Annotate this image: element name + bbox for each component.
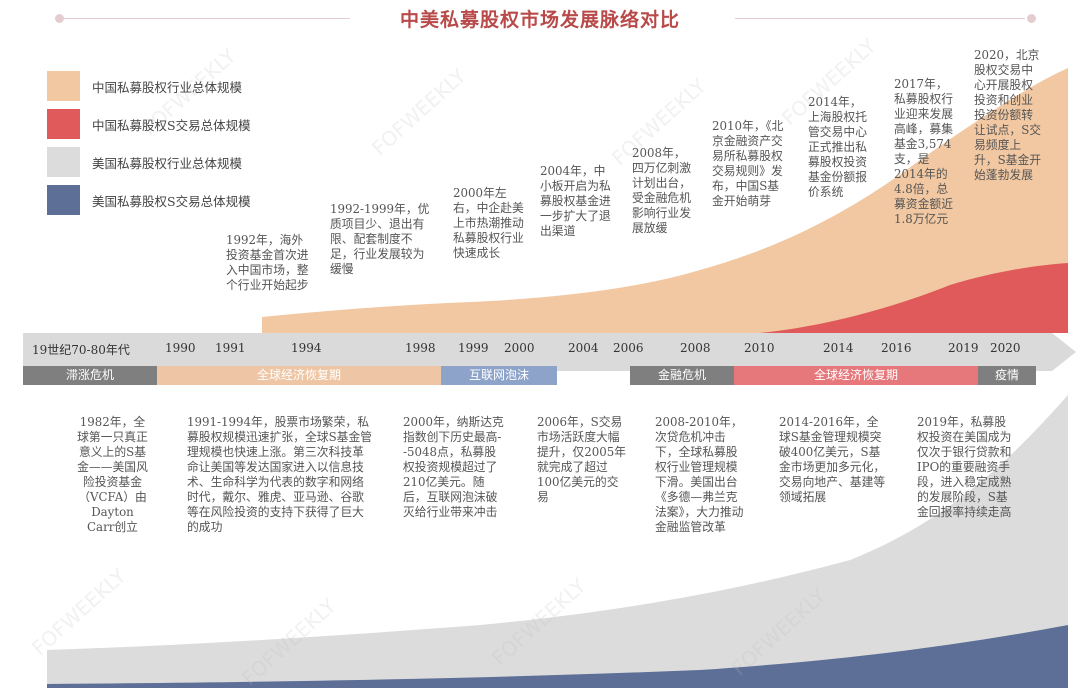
timeline-label: 19世纪70-80年代: [32, 343, 130, 357]
timeline-band: [23, 333, 1076, 371]
phase-pandemic: 疫情: [978, 366, 1036, 385]
legend-label-us-total: 美国私募股权行业总体规模: [92, 156, 243, 171]
timeline-label: 1998: [405, 341, 436, 355]
title-dot-right: [1027, 14, 1036, 23]
china-note-2008: 2008年，四万亿刺激计划出台，受金融危机影响行业发展放缓: [632, 146, 691, 235]
china-note-2020: 2020，北京股权交易中心开展股权投资和创业投资份额转让试点，S交易频度上升，S…: [974, 48, 1042, 182]
timeline-label: 1999: [458, 341, 489, 355]
china-note-2017: 2017年，私募股权行业迎来发展高峰，募集基金3,574支，是2014年的4.8…: [894, 77, 953, 226]
timeline-label: 2006: [613, 341, 644, 355]
legend-swatch-china-total: [47, 71, 80, 101]
timeline-label: 2000: [504, 341, 535, 355]
china-pe-total-area: [262, 68, 1068, 333]
legend-swatch-us-s: [47, 185, 80, 215]
us-note-2006: 2006年，S交易市场活跃度大幅提升，仅2005年就完成了超过100亿美元的交易: [537, 415, 627, 504]
phase-financial-crisis: 金融危机: [630, 366, 734, 385]
china-note-2000: 2000年左右，中企赴美上市热潮推动私募股权行业快速成长: [453, 186, 524, 260]
timeline-label: 1991: [215, 341, 246, 355]
us-note-1982: 1982年，全球第一只真正意义上的S基金——美国风险投资基金（VCFA）由Day…: [77, 415, 148, 534]
title-rule-right: [735, 18, 1025, 19]
phase-recovery-2: 全球经济恢复期: [734, 366, 978, 385]
us-note-2008-2010: 2008-2010年，次贷危机冲击下，全球私募股权行业管理规模下滑。美国出台《多…: [655, 415, 744, 534]
us-note-2014-2016: 2014-2016年，全球S基金管理规模突破400亿美元，S基金市场更加多元化，…: [779, 415, 886, 504]
china-note-2014: 2014年，上海股权托管交易中心正式推出私募股权投资基金份额报价系统: [808, 95, 867, 199]
us-pe-total-area: [47, 395, 1068, 688]
timeline-label: 2014: [823, 341, 854, 355]
us-note-2019: 2019年，私募股权投资在美国成为仅次于银行贷款和IPO的重要融资手段，进入稳定…: [917, 415, 1012, 519]
legend-swatch-china-s: [47, 109, 80, 139]
legend-label-china-s: 中国私募股权S交易总体规模: [92, 118, 251, 133]
legend-label-china-total: 中国私募股权行业总体规模: [92, 80, 243, 95]
timeline-label: 2016: [881, 341, 912, 355]
legend-label-us-s: 美国私募股权S交易总体规模: [92, 194, 251, 209]
timeline-label: 2008: [680, 341, 711, 355]
legend-swatch-us-total: [47, 147, 80, 177]
us-note-1991-1994: 1991-1994年，股票市场繁荣，私募股权规模迅速扩张，全球S基金管理规模也快…: [187, 415, 373, 534]
china-note-1992-1999: 1992-1999年，优质项目少、退出有限、配套制度不足，行业发展较为缓慢: [330, 202, 430, 276]
china-note-2010: 2010年，《北京金融资产交易所私募股权交易规则》发布，中国S基金开始萌芽: [712, 119, 784, 208]
timeline-label: 2020: [990, 341, 1021, 355]
phase-stagflation: 滞涨危机: [23, 366, 157, 385]
us-s-trading-area: [47, 625, 1068, 688]
china-s-trading-area: [760, 263, 1068, 333]
china-note-2004: 2004年，中小板开启为私募股权基金进一步扩大了退出渠道: [540, 164, 611, 238]
us-note-2000: 2000年，纳斯达克指数创下历史最高--5048点，私募股权投资规模超过了210…: [403, 415, 504, 519]
page-title: 中美私募股权市场发展脉络对比: [399, 9, 680, 31]
timeline-label: 1994: [291, 341, 322, 355]
timeline-label: 1990: [165, 341, 196, 355]
phase-recovery-1: 全球经济恢复期: [157, 366, 441, 385]
timeline-label: 2010: [744, 341, 775, 355]
china-note-1992: 1992年，海外投资基金首次进入中国市场，整个行业开始起步: [226, 233, 309, 292]
timeline-label: 2004: [568, 341, 599, 355]
title-dot-left: [55, 14, 64, 23]
title-rule-left: [64, 18, 350, 19]
phase-dotcom-bubble: 互联网泡沫: [441, 366, 557, 385]
timeline-label: 2019: [948, 341, 979, 355]
